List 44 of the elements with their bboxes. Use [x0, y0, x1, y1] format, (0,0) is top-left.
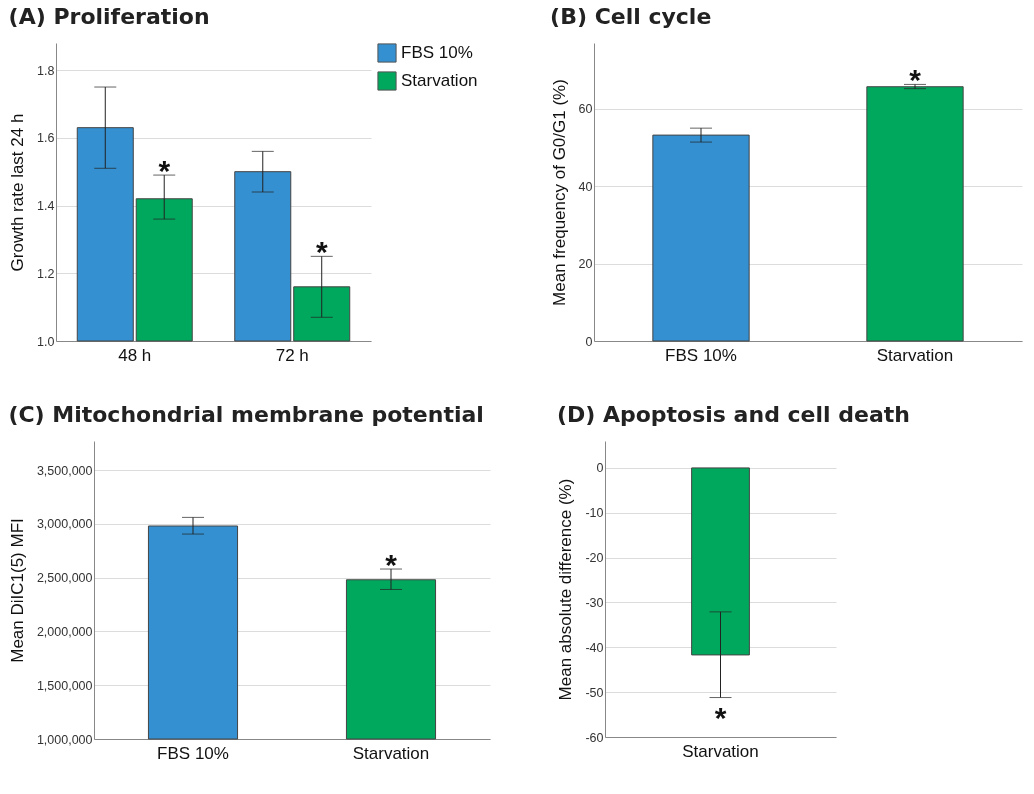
y-axis-title: Mean frequency of G0/G1 (%): [549, 79, 569, 306]
chart-title: (C) Mitochondrial membrane potential: [8, 402, 484, 427]
y-axis-title: Mean DiIC1(5) MFI: [7, 518, 27, 663]
x-tick-label: Starvation: [876, 345, 954, 365]
y-tick-label: -30: [585, 595, 604, 610]
y-axis-title: Mean absolute difference (%): [556, 478, 576, 701]
y-tick-label: 2,000,000: [36, 624, 93, 639]
y-tick-label: 60: [578, 102, 593, 117]
y-tick-label: 1.6: [37, 131, 55, 146]
y-tick-label: 1.4: [37, 199, 55, 214]
x-tick-label: FBS 10%: [157, 743, 229, 763]
x-tick-label: FBS 10%: [665, 345, 737, 365]
y-tick-label: 3,000,000: [36, 517, 93, 532]
x-tick-label: Starvation: [682, 741, 759, 761]
legend-label: Starvation: [401, 71, 478, 90]
chart-title: (A) Proliferation: [8, 4, 210, 29]
y-tick-label: -40: [585, 640, 604, 655]
y-tick-label: 0: [596, 461, 604, 476]
x-tick-label: 72 h: [275, 345, 309, 365]
y-tick-label: -10: [585, 506, 604, 521]
y-tick-label: 3,500,000: [36, 463, 93, 478]
chart-title: (B) Cell cycle: [550, 4, 712, 29]
annotation: *: [714, 700, 727, 734]
y-tick-label: 40: [578, 179, 593, 194]
annotation: *: [909, 63, 922, 97]
annotation: *: [385, 548, 398, 582]
y-tick-label: -20: [585, 551, 604, 566]
y-tick-label: 1.2: [37, 266, 55, 281]
annotation: *: [315, 235, 328, 269]
legend-label: FBS 10%: [401, 43, 473, 62]
annotation: *: [158, 154, 171, 188]
y-tick-label: 1.8: [37, 63, 55, 78]
x-tick-label: 48 h: [118, 345, 152, 365]
y-tick-label: 1,000,000: [36, 732, 93, 747]
y-tick-label: 2,500,000: [36, 571, 93, 586]
y-tick-label: 1.0: [37, 334, 55, 349]
y-tick-label: 0: [585, 334, 593, 349]
y-tick-label: 1,500,000: [36, 678, 93, 693]
y-tick-label: -50: [585, 685, 604, 700]
chart-title: (D) Apoptosis and cell death: [556, 402, 910, 427]
y-tick-label: 20: [578, 257, 593, 272]
x-tick-label: Starvation: [352, 743, 430, 763]
y-tick-label: -60: [585, 730, 604, 745]
y-axis-title: Growth rate last 24 h: [8, 113, 28, 272]
